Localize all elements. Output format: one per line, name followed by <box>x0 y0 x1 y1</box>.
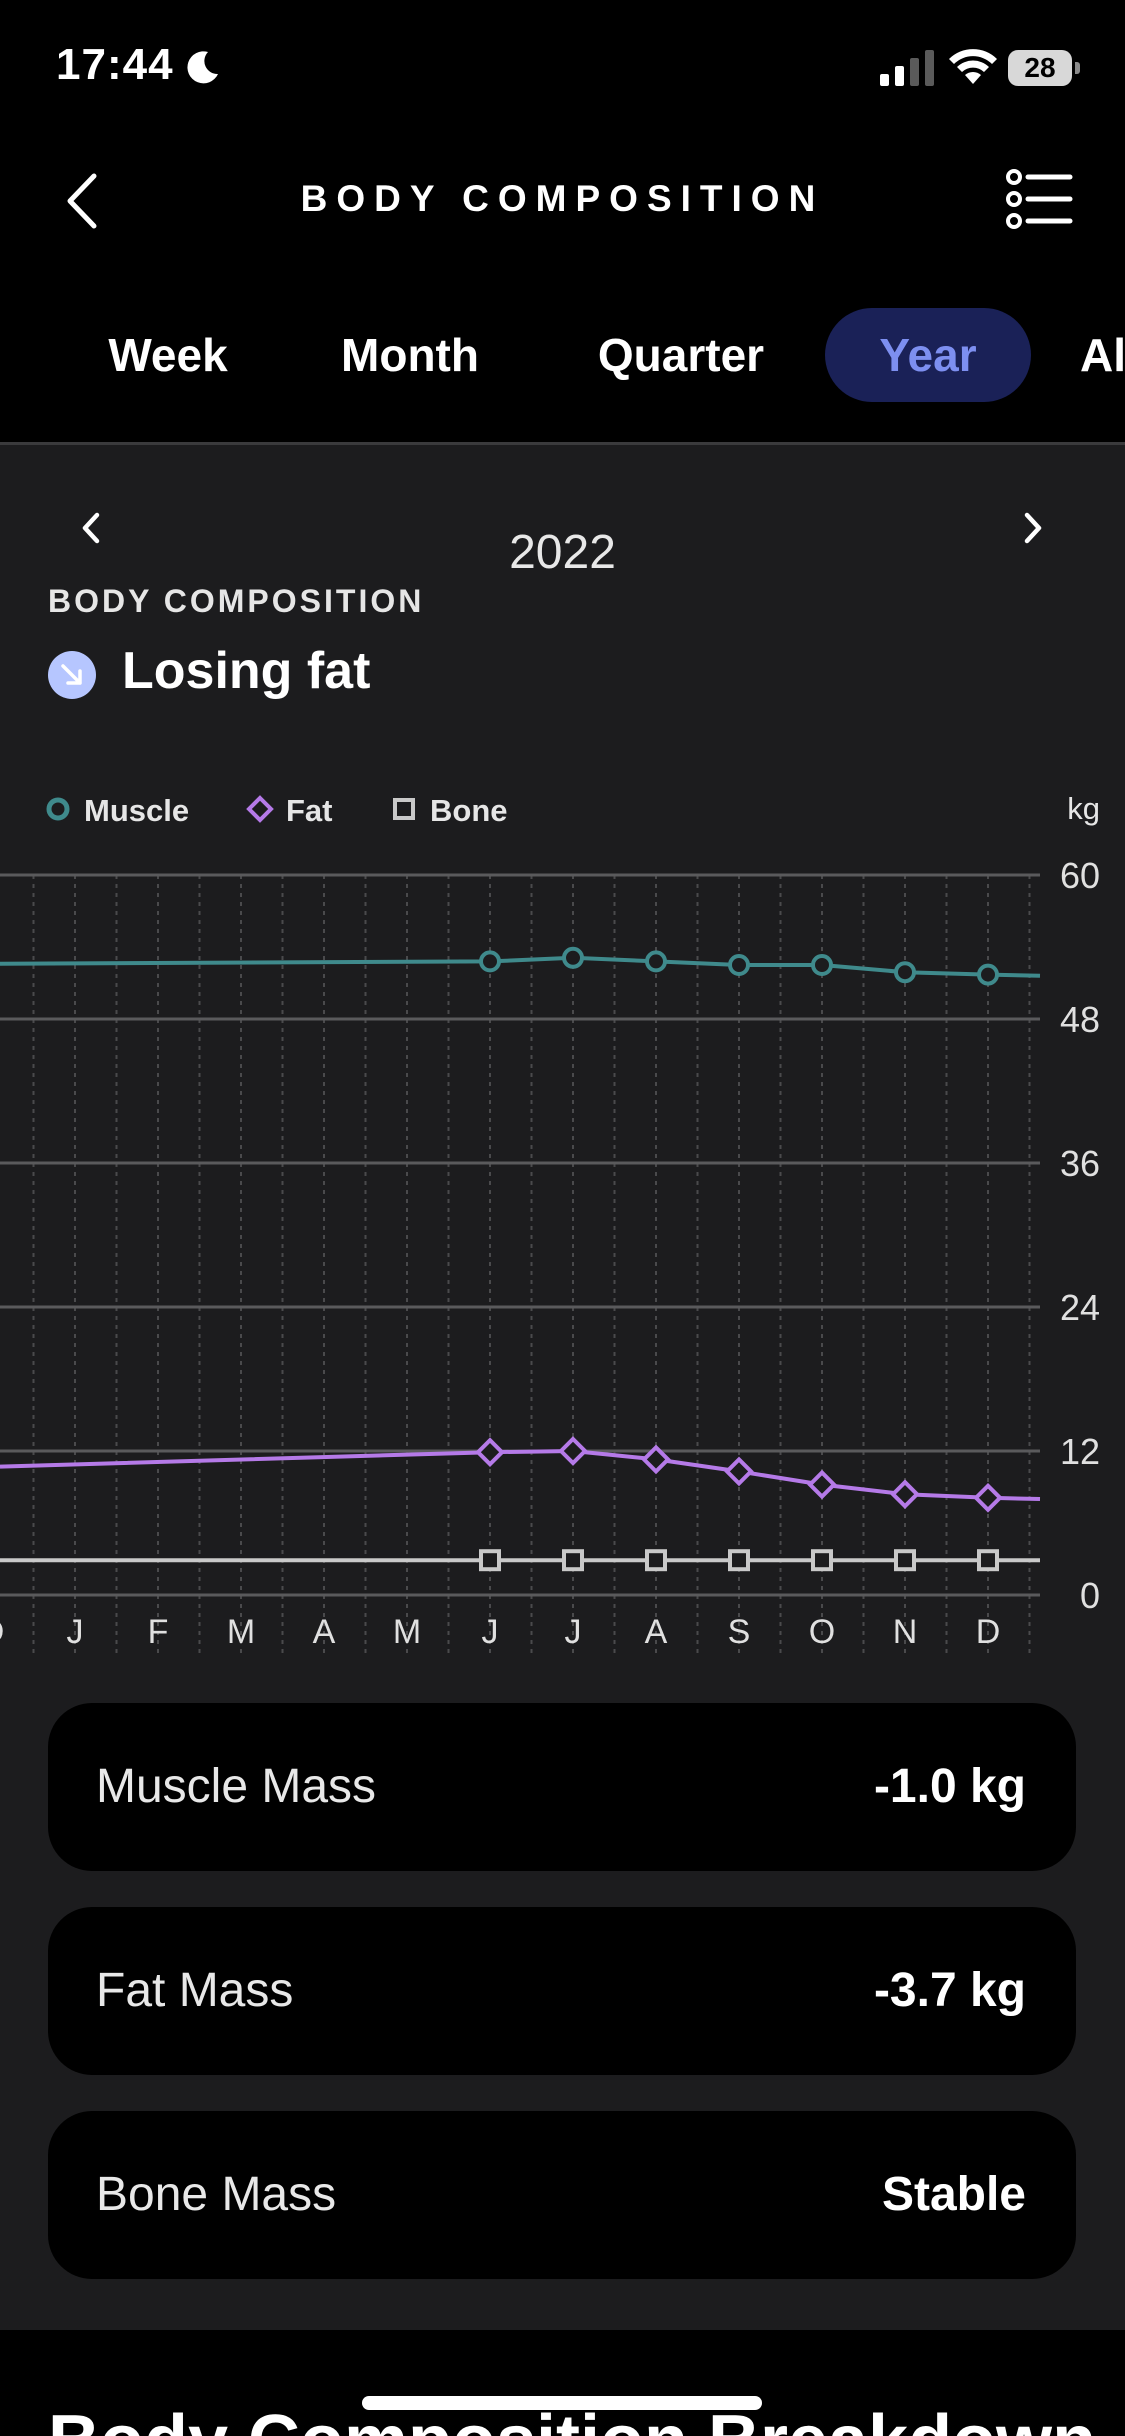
status-time: 17:44 <box>56 40 174 89</box>
legend-muscle: Muscle <box>40 785 200 835</box>
x-tick-label: J <box>565 1613 582 1651</box>
status-bar: 17:44 28 <box>0 0 1125 140</box>
body-composition-chart: 60 48 36 24 12 0 D J F M A M J J A S O N D <box>0 855 1100 1655</box>
series-line-fat <box>0 1448 1041 1501</box>
legend-unit: kg <box>1067 791 1100 826</box>
x-tick-label: N <box>893 1613 918 1651</box>
fat-data-point <box>641 1444 671 1475</box>
bone-data-point <box>728 1549 750 1572</box>
body-composition-panel: 2022 BODY COMPOSITION Losing fat Muscle … <box>0 442 1125 2330</box>
bone-data-point <box>562 1549 584 1572</box>
stat-card-muscle[interactable]: Muscle Mass -1.0 kg <box>48 1703 1076 1871</box>
stat-value: -1.0 kg <box>873 1760 1026 1813</box>
back-chevron-icon[interactable] <box>56 166 116 236</box>
x-tick-label: J <box>67 1613 84 1651</box>
bone-data-point <box>811 1549 833 1572</box>
fat-data-point <box>973 1482 1003 1513</box>
y-tick-label: 60 <box>1060 855 1100 896</box>
muscle-data-point <box>977 963 999 986</box>
fat-data-point <box>807 1469 837 1500</box>
muscle-data-point <box>728 954 750 976</box>
moon-icon <box>187 51 218 84</box>
section-label: BODY COMPOSITION <box>48 583 425 619</box>
tab-week[interactable]: Week <box>108 329 228 381</box>
cellular-signal-icon <box>880 50 934 86</box>
trend-label: Losing fat <box>122 642 371 700</box>
stat-card-fat[interactable]: Fat Mass -3.7 kg <box>48 1907 1076 2075</box>
x-tick-label: M <box>227 1613 255 1651</box>
fat-data-point <box>724 1456 754 1487</box>
tab-year[interactable]: Year <box>825 308 1031 402</box>
muscle-data-point <box>811 954 833 976</box>
wifi-icon <box>949 49 997 84</box>
period-tabs: Week Month Quarter Year All <box>0 300 1125 410</box>
series-line-muscle <box>0 955 1041 978</box>
tab-quarter[interactable]: Quarter <box>597 329 765 381</box>
x-tick-label: D <box>0 1613 4 1651</box>
tab-all[interactable]: All <box>1080 329 1125 381</box>
legend-muscle-label: Muscle <box>84 793 190 828</box>
bone-data-point <box>479 1549 501 1572</box>
header: BODY COMPOSITION <box>0 140 1125 260</box>
y-tick-label: 12 <box>1060 1431 1100 1472</box>
stat-label: Bone Mass <box>96 2168 337 2221</box>
stat-value: Stable <box>881 2168 1026 2221</box>
legend-fat: Fat <box>242 785 362 835</box>
battery-level: 28 <box>1008 50 1072 86</box>
y-tick-label: 48 <box>1060 999 1100 1040</box>
list-menu-icon[interactable] <box>1004 164 1074 234</box>
x-tick-label: A <box>645 1613 668 1651</box>
legend-bone-label: Bone <box>430 793 508 828</box>
x-tick-label: D <box>976 1613 1001 1651</box>
fat-data-point <box>558 1436 588 1466</box>
legend-fat-label: Fat <box>286 793 333 828</box>
year-label: 2022 <box>509 526 616 579</box>
x-tick-label: A <box>313 1613 336 1651</box>
bone-square-marker-icon <box>393 798 415 820</box>
next-year-chevron-icon[interactable] <box>1008 503 1058 553</box>
stat-label: Fat Mass <box>96 1964 294 2017</box>
y-tick-label: 0 <box>1080 1575 1100 1616</box>
year-navigator: 2022 <box>0 485 1125 579</box>
chart-legend: Muscle Fat Bone kg <box>40 785 1100 835</box>
fat-data-point <box>890 1479 920 1510</box>
home-indicator[interactable] <box>362 2396 762 2410</box>
stat-card-bone[interactable]: Bone Mass Stable <box>48 2111 1076 2279</box>
muscle-data-point <box>479 950 501 973</box>
fat-diamond-marker-icon <box>246 795 274 823</box>
stat-label: Muscle Mass <box>96 1760 377 1813</box>
muscle-data-point <box>562 946 584 969</box>
battery-icon: 28 <box>1008 50 1080 86</box>
stat-value: -3.7 kg <box>873 1964 1026 2017</box>
previous-year-chevron-icon[interactable] <box>66 503 116 553</box>
x-tick-label: J <box>482 1613 499 1651</box>
fat-data-point <box>475 1437 505 1468</box>
legend-bone: Bone <box>386 785 526 835</box>
bone-data-point <box>894 1549 916 1572</box>
muscle-circle-marker-icon <box>46 797 70 821</box>
page-title: BODY COMPOSITION <box>300 178 825 219</box>
muscle-data-point <box>645 950 667 973</box>
y-tick-label: 24 <box>1060 1287 1100 1328</box>
trend-down-arrow-icon <box>48 651 96 699</box>
x-tick-label: F <box>148 1613 169 1651</box>
tab-month[interactable]: Month <box>341 329 479 381</box>
bone-data-point <box>977 1549 999 1572</box>
x-tick-label: M <box>393 1613 421 1651</box>
y-tick-label: 36 <box>1060 1143 1100 1184</box>
x-tick-label: O <box>809 1613 835 1651</box>
muscle-data-point <box>894 961 916 984</box>
bone-data-point <box>645 1549 667 1572</box>
x-tick-label: S <box>728 1613 751 1651</box>
